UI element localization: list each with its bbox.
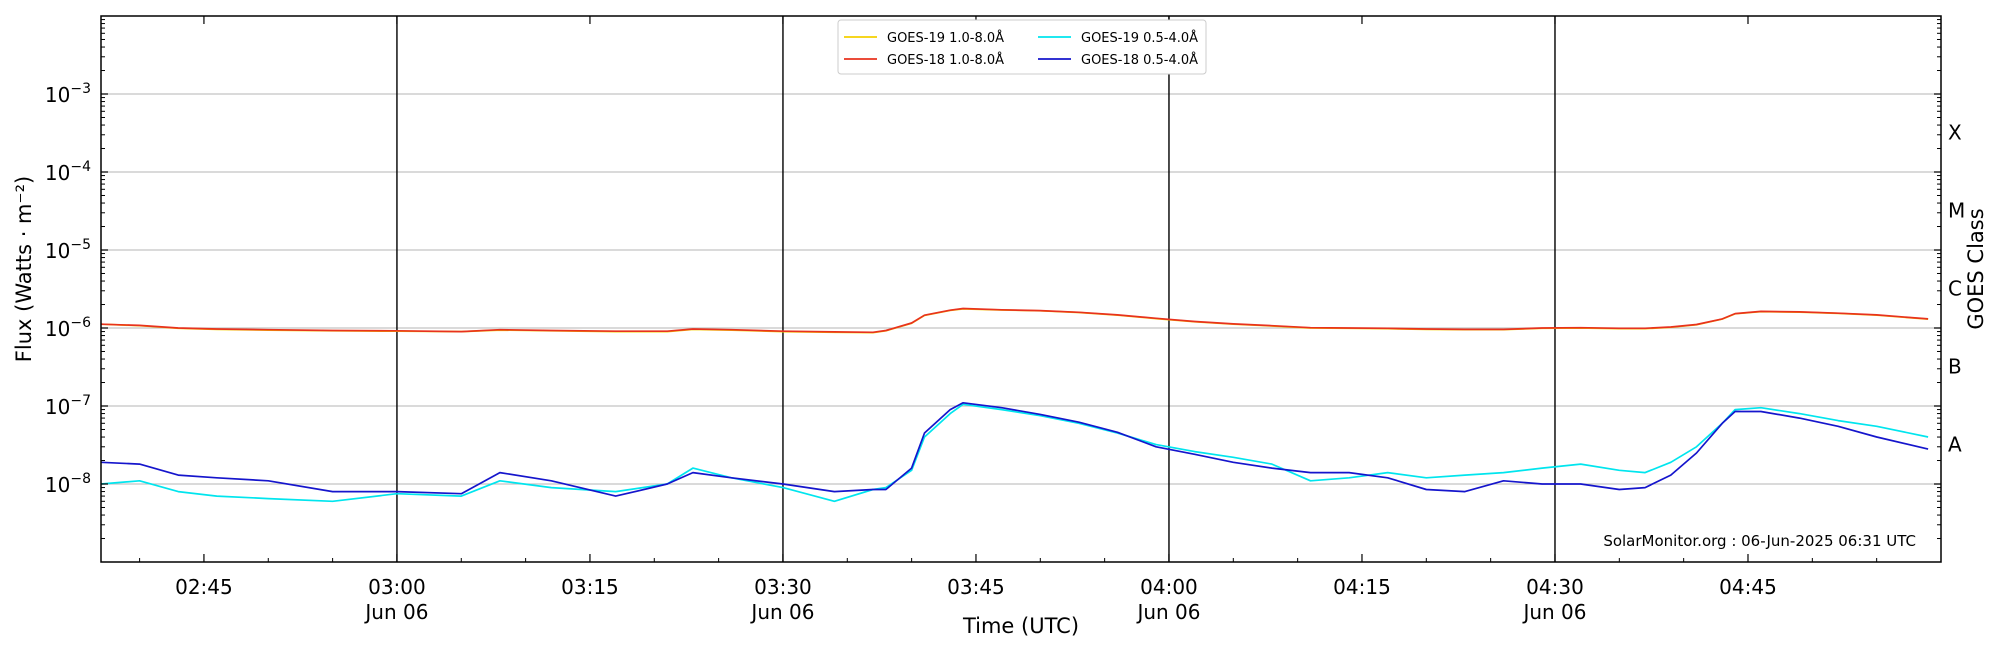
grid-layer: [101, 16, 1941, 562]
y-tick-exponent: −8: [70, 471, 91, 487]
legend-box: [837, 19, 1207, 75]
legend-entry: GOES-18 1.0-8.0Å: [887, 52, 1004, 68]
series-line: [100, 308, 1929, 334]
plot-frame: [100, 15, 1942, 563]
credit-text: SolarMonitor.org : 06-Jun-2025 06:31 UTC: [1603, 532, 1916, 550]
series-layer: [100, 307, 1929, 503]
x-tick-date-label: Jun 06: [1521, 600, 1586, 624]
y-tick-label: 10−7: [45, 393, 91, 419]
x-tick-label: 04:15: [1333, 575, 1391, 599]
series-line: [100, 401, 1929, 497]
y-tick-exponent: −7: [70, 393, 91, 409]
legend-entry: GOES-19 1.0-8.0Å: [887, 30, 1004, 46]
y-tick-label: 10−4: [45, 159, 91, 185]
y-tick-label: 10−8: [45, 471, 91, 497]
x-tick-label: 04:30: [1526, 575, 1584, 599]
x-tick-label: 04:45: [1719, 575, 1777, 599]
y-tick-base: 10: [45, 317, 70, 341]
y-tick-exponent: −4: [70, 159, 91, 175]
y-tick-exponent: −6: [70, 315, 91, 331]
goes-class-label: X: [1948, 121, 1962, 145]
legend: GOES-19 1.0-8.0Å GOES-18 1.0-8.0Å GOES-19 …: [837, 19, 1207, 75]
y-tick-exponent: −3: [70, 81, 91, 97]
goes-class-label: M: [1948, 199, 1965, 223]
x-tick-label: 03:00: [368, 575, 426, 599]
y-tick-base: 10: [45, 239, 70, 263]
legend-entry: GOES-18 0.5-4.0Å: [1081, 52, 1198, 68]
goes-class-label: C: [1948, 277, 1962, 301]
y-tick-label: 10−3: [45, 81, 91, 107]
goes-class-axis-title: GOES Class: [1964, 208, 1988, 329]
y-tick-base: 10: [45, 473, 70, 497]
y-tick-base: 10: [45, 395, 70, 419]
series-line: [100, 403, 1929, 503]
x-tick-label: 04:00: [1140, 575, 1198, 599]
x-tick-label: 03:15: [561, 575, 619, 599]
series-line: [100, 307, 1929, 334]
x-tick-label: 02:45: [175, 575, 233, 599]
x-tick-date-label: Jun 06: [1135, 600, 1200, 624]
x-tick-date-label: Jun 06: [363, 600, 428, 624]
legend-entry: GOES-19 0.5-4.0Å: [1081, 30, 1198, 46]
y-tick-base: 10: [45, 161, 70, 185]
x-axis-title: Time (UTC): [962, 614, 1079, 638]
y-axis-title: Flux (Watts · m⁻²): [12, 176, 36, 362]
y-tick-label: 10−5: [45, 237, 91, 263]
y-tick-base: 10: [45, 83, 70, 107]
y-tick-exponent: −5: [70, 237, 91, 253]
y-tick-label: 10−6: [45, 315, 91, 341]
goes-class-label: A: [1948, 433, 1962, 457]
x-tick-label: 03:45: [947, 575, 1005, 599]
x-tick-date-label: Jun 06: [749, 600, 814, 624]
x-tick-label: 03:30: [754, 575, 812, 599]
goes-class-label: B: [1948, 355, 1962, 379]
